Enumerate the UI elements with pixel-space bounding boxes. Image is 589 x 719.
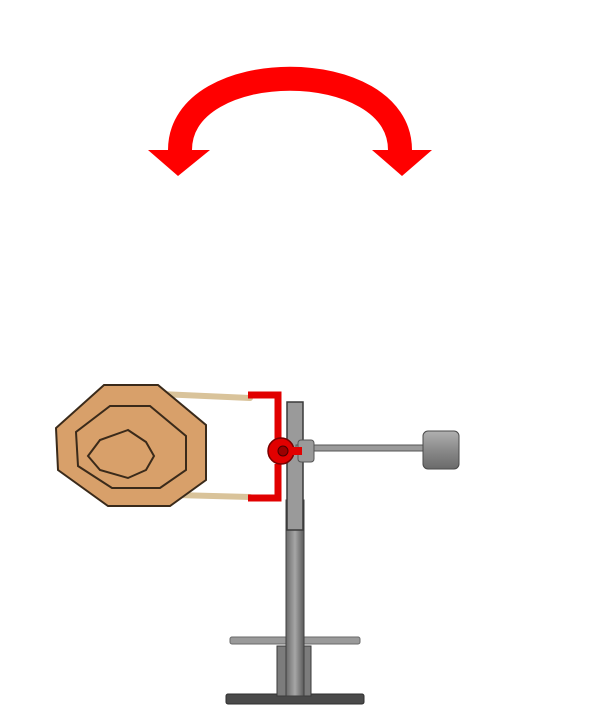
counterweight-rod bbox=[295, 444, 429, 452]
target-rods bbox=[157, 391, 253, 500]
target-middle-ring bbox=[74, 405, 187, 489]
upper-rod bbox=[157, 391, 253, 401]
pivot-hub-center bbox=[277, 445, 289, 457]
pivot-bracket bbox=[248, 391, 302, 502]
target-plate bbox=[54, 384, 207, 507]
lower-rod bbox=[173, 492, 253, 500]
rotation-arrowhead-right bbox=[372, 150, 432, 176]
stand bbox=[225, 401, 365, 705]
rotation-arrowhead-left bbox=[148, 150, 210, 176]
counterweight-assembly bbox=[295, 430, 460, 470]
bracket-frame bbox=[248, 391, 282, 502]
pivot-shaft bbox=[292, 447, 302, 455]
rotation-arrow bbox=[148, 66, 432, 176]
pivot-post bbox=[286, 401, 304, 531]
rotation-arrow-arc bbox=[168, 66, 412, 152]
counterweight bbox=[422, 430, 460, 470]
target-inner-ring bbox=[86, 428, 156, 480]
